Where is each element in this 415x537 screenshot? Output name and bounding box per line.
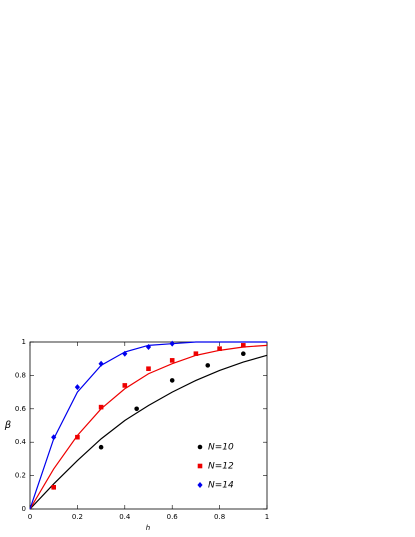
plot-frame: [29, 341, 268, 510]
marker: [75, 434, 80, 440]
y-tick-label: 0.2: [15, 472, 26, 480]
x-tick-label: 0.6: [167, 513, 179, 521]
marker: [122, 383, 128, 388]
marker: [98, 444, 104, 450]
marker: [51, 434, 57, 441]
legend-marker: [197, 463, 203, 469]
marker: [122, 350, 128, 357]
legend-label: N=14: [208, 481, 234, 491]
legend-marker: [197, 444, 203, 450]
y-tick-label: 0: [22, 505, 26, 513]
x-tick-label: 0.2: [72, 513, 83, 521]
y-axis-label: β: [4, 420, 12, 431]
marker: [51, 484, 56, 490]
x-axis-label: h: [146, 524, 150, 532]
x-tick-label: 0: [28, 513, 32, 521]
marker: [134, 406, 139, 412]
marker: [74, 384, 80, 391]
marker: [193, 351, 199, 356]
fit-curve: [29, 354, 268, 510]
marker: [241, 351, 246, 356]
marker: [169, 340, 175, 347]
marker: [241, 343, 246, 348]
y-tick-label: 0.8: [15, 371, 26, 379]
marker: [145, 344, 152, 351]
y-tick-label: 0.4: [15, 438, 27, 446]
y-tick-label: 1: [22, 338, 26, 346]
legend-label: N=10: [208, 443, 234, 453]
marker: [205, 363, 211, 368]
marker: [146, 366, 151, 372]
marker: [217, 346, 222, 351]
marker: [169, 378, 175, 383]
x-tick-label: 0.4: [119, 513, 131, 521]
x-tick-label: 1: [265, 513, 269, 521]
y-tick-label: 0.6: [15, 405, 27, 413]
legend-marker: [197, 482, 203, 488]
legend-label: N=12: [208, 462, 234, 472]
marker: [169, 358, 175, 363]
fit-curve: [29, 344, 268, 510]
x-tick-label: 0.8: [214, 513, 225, 521]
marker: [98, 404, 104, 410]
marker: [98, 360, 104, 367]
